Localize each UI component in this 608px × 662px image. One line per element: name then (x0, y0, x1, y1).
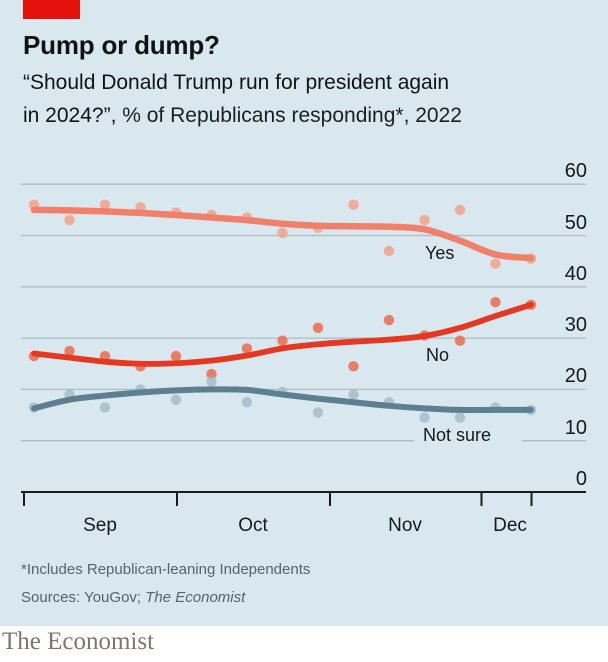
poll-dot-no (454, 335, 466, 346)
poll-dot-yes (64, 214, 75, 226)
poll-dot-yes (490, 258, 501, 269)
poll-dot-not-sure (206, 376, 217, 387)
poll-dot-yes (277, 227, 288, 239)
poll-dot-no (312, 322, 324, 333)
chart-card: Pump or dump? “Should Donald Trump run f… (0, 0, 608, 626)
poll-dot-yes (99, 199, 111, 210)
chart-subtitle: “Should Donald Trump run for president a… (23, 66, 583, 132)
poll-dot-no (383, 314, 395, 326)
y-tick-label: 20 (564, 365, 587, 388)
poll-dot-no (277, 335, 288, 346)
poll-dot-yes (383, 245, 395, 257)
trend-chart: 0 10 20 30 40 50 60 Sep Oct Nov Dec Yes No Not su… (21, 160, 587, 536)
y-tick-label: 50 (564, 211, 587, 234)
poll-dot-no (64, 345, 75, 357)
brand-tag (23, 0, 80, 19)
month-label: Sep (83, 515, 117, 536)
series-label-not-sure: Not sure (423, 425, 492, 445)
sources-line: Sources: YouGov; The Economist (21, 589, 245, 606)
footnote: *Includes Republican-leaning Independent… (21, 561, 311, 578)
chart-canvas (21, 183, 586, 506)
poll-dot-not-sure (99, 402, 111, 413)
poll-dot-not-sure (419, 412, 430, 423)
poll-dot-no (170, 350, 182, 362)
chart-title: Pump or dump? (23, 30, 220, 60)
y-tick-label: 10 (564, 416, 587, 439)
poll-dot-yes (419, 214, 430, 226)
y-tick-label: 0 (575, 468, 587, 490)
subtitle-question-line1: “Should Donald Trump run for president a… (23, 71, 450, 94)
month-label: Dec (493, 515, 527, 536)
month-label: Oct (238, 515, 268, 536)
poll-dot-not-sure (241, 397, 253, 408)
trend-line-no (31, 301, 534, 367)
poll-dot-yes (348, 199, 359, 210)
poll-dot-not-sure (454, 412, 466, 423)
publisher-logo: The Economist (2, 628, 155, 655)
month-label: Nov (388, 515, 422, 536)
subtitle-question-line2: in 2024?”, (23, 104, 117, 127)
poll-dot-no (206, 368, 217, 380)
y-tick-label: 40 (564, 262, 587, 285)
poll-dot-not-sure (312, 407, 324, 418)
y-tick-label: 60 (564, 160, 587, 183)
y-tick-label: 30 (564, 314, 587, 337)
poll-dot-no (348, 361, 359, 372)
series-label-no: No (426, 345, 450, 365)
poll-dot-not-sure (170, 394, 182, 405)
poll-dot-not-sure (348, 389, 359, 400)
poll-dot-yes (454, 204, 466, 216)
sources-prefix: Sources: YouGov; (21, 589, 146, 606)
trend-line-not-sure (31, 386, 534, 414)
sources-publication: The Economist (145, 589, 246, 606)
trend-line-yes (30, 206, 535, 262)
subtitle-descriptor: % of Republicans responding*, 2022 (116, 104, 462, 127)
series-label-yes: Yes (425, 243, 455, 263)
poll-dot-no (241, 343, 253, 354)
poll-dot-no (490, 297, 501, 308)
